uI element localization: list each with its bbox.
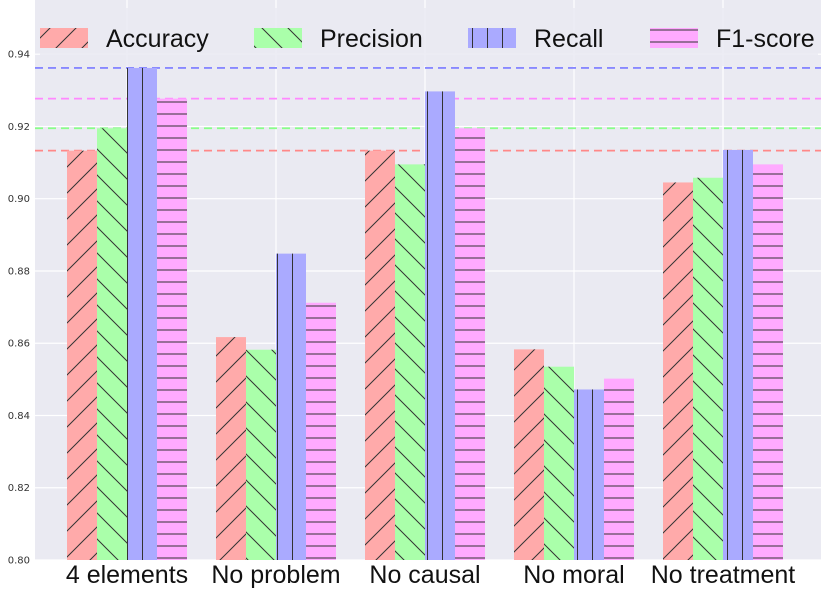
bar-hatch-f1-score [455, 128, 485, 561]
bar-hatch-recall [425, 91, 455, 561]
legend-swatch-hatch-recall [468, 28, 516, 48]
bar-hatch-recall [723, 149, 753, 560]
legend-label-f1-score: F1-score [716, 25, 815, 53]
bar-hatch-accuracy [216, 337, 246, 560]
y-tick-label: 0.90 [8, 194, 30, 205]
x-axis-ticks: 4 elements No problem No causal No moral No … [66, 561, 795, 589]
y-tick-label: 0.80 [8, 556, 30, 567]
y-tick-label: 0.82 [8, 483, 30, 494]
bar-hatch-recall [574, 389, 604, 560]
y-tick-label: 0.84 [8, 411, 30, 422]
legend-swatch-hatch-precision [254, 28, 302, 48]
y-tick-label: 0.86 [8, 339, 30, 350]
bar-hatch-precision [693, 177, 723, 561]
bar-hatch-precision [395, 164, 425, 561]
bar-hatch-precision [97, 128, 127, 561]
bar-hatch-accuracy [514, 349, 544, 560]
legend-swatch-hatch-accuracy [40, 28, 88, 48]
bar-hatch-f1-score [753, 164, 783, 561]
legend-label-accuracy: Accuracy [106, 25, 209, 53]
bar-hatch-recall [276, 253, 306, 561]
bars-group [67, 67, 783, 561]
bar-hatch-accuracy [663, 182, 693, 561]
x-tick-label: No problem [211, 561, 340, 589]
bar-hatch-precision [544, 366, 574, 560]
x-tick-label: 4 elements [66, 561, 188, 589]
y-tick-label: 0.94 [8, 50, 30, 61]
bar-hatch-f1-score [604, 378, 634, 560]
legend: Accuracy Precision Recall F1-score [40, 8, 818, 66]
bar-hatch-recall [127, 67, 157, 560]
bar-hatch-accuracy [365, 150, 395, 560]
bar-hatch-accuracy [67, 150, 97, 560]
bar-hatch-f1-score [157, 98, 187, 560]
x-tick-label: No moral [523, 561, 624, 589]
x-tick-label: No treatment [651, 561, 796, 589]
legend-box [40, 8, 818, 66]
y-tick-label: 0.92 [8, 122, 30, 133]
x-tick-label: No causal [369, 561, 480, 589]
bar-hatch-f1-score [306, 302, 336, 560]
legend-swatch-hatch-f1-score [650, 28, 698, 48]
legend-label-precision: Precision [320, 25, 423, 53]
legend-label-recall: Recall [534, 25, 603, 53]
bar-hatch-precision [246, 349, 276, 560]
y-tick-label: 0.88 [8, 266, 30, 277]
y-axis-ticks: 0.80 0.82 0.84 0.86 0.88 0.90 0.92 0.94 [8, 50, 30, 567]
